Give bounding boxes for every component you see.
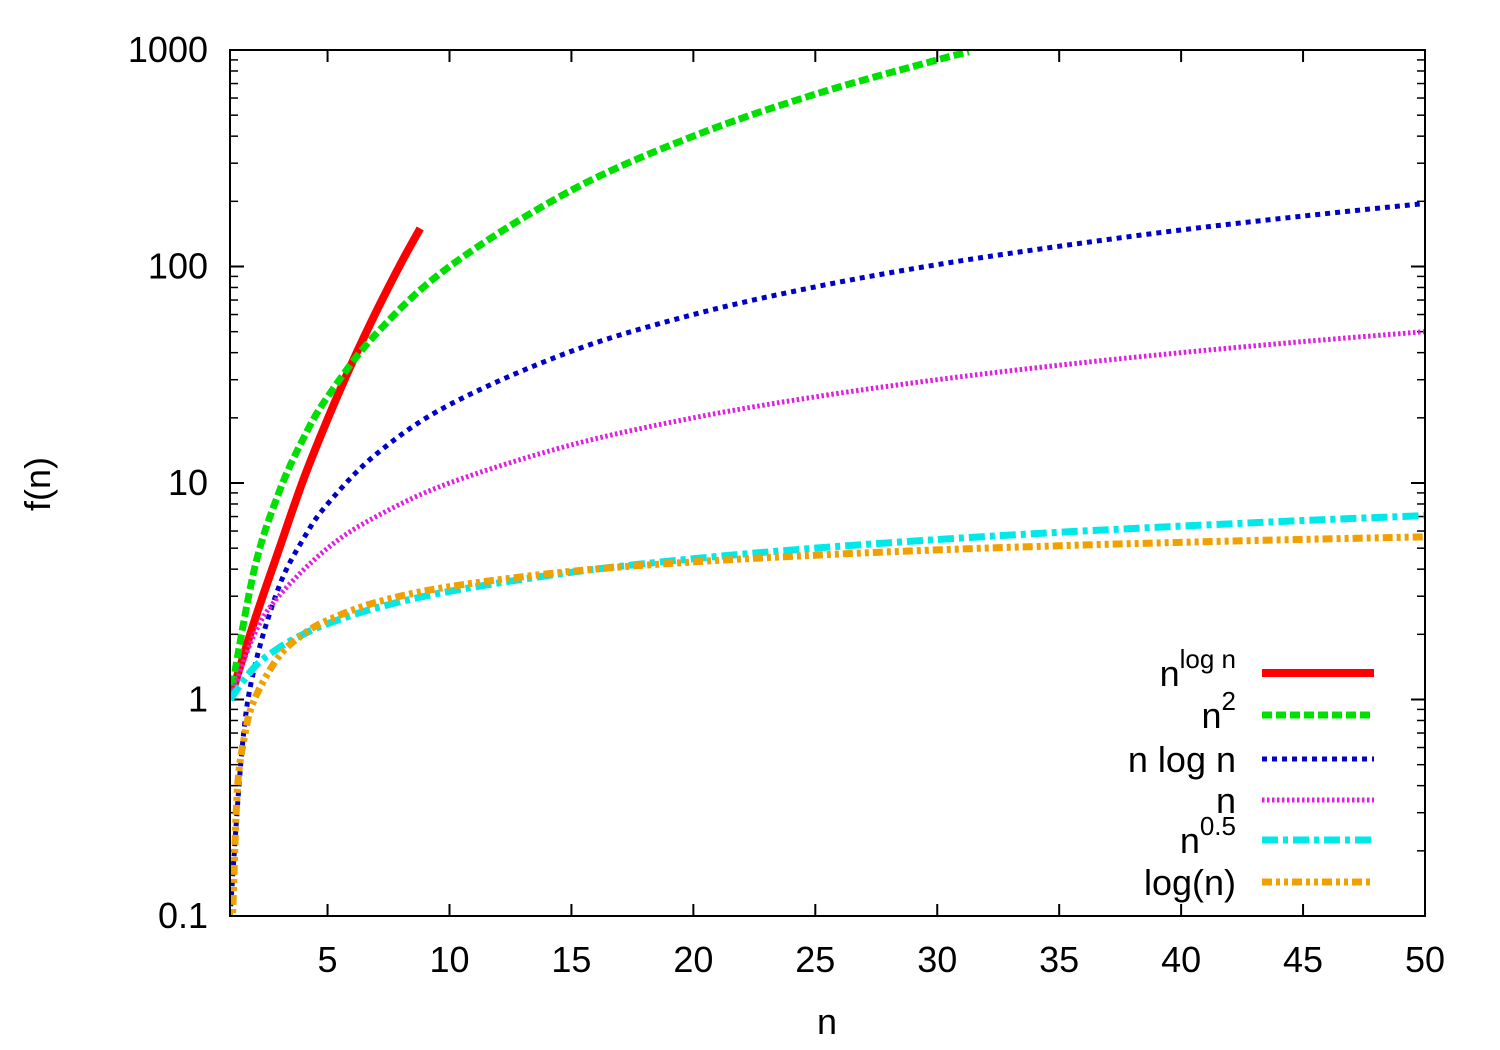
x-tick-label: 15 [551, 939, 591, 980]
y-tick-label: 1000 [128, 29, 208, 70]
x-tick-label: 35 [1039, 939, 1079, 980]
series-line-4 [230, 512, 1425, 702]
y-tick-label: 1 [188, 679, 208, 720]
series-layer [230, 50, 1425, 916]
x-tick-label: 30 [917, 939, 957, 980]
y-tick-label: 0.1 [158, 895, 208, 936]
x-tick-label: 20 [673, 939, 713, 980]
y-axis-title: f(n) [17, 457, 58, 511]
x-tick-label: 25 [795, 939, 835, 980]
legend-label-4: n0.5 [1180, 811, 1236, 861]
legend-label-0: nlog n [1160, 644, 1236, 694]
series-line-2 [230, 200, 1425, 916]
series-line-5 [230, 533, 1425, 916]
legend-label-3: n [1216, 780, 1236, 821]
major-ticks [230, 49, 1426, 917]
plot-frame [229, 49, 1426, 917]
legend-label-5: log(n) [1144, 862, 1236, 903]
x-tick-labels: 5 10 15 20 25 30 35 40 45 50 [318, 939, 1445, 980]
legend-label-1: n2 [1202, 686, 1237, 736]
series-line-0 [230, 226, 424, 701]
series-line-1 [230, 50, 970, 701]
x-tick-label: 50 [1405, 939, 1445, 980]
x-axis-title: n [817, 1001, 837, 1042]
y-tick-label: 100 [148, 246, 208, 287]
x-tick-label: 10 [429, 939, 469, 980]
y-tick-label: 10 [168, 462, 208, 503]
x-tick-label: 5 [318, 939, 338, 980]
legend-label-2: n log n [1128, 739, 1236, 780]
minor-ticks [230, 59, 1425, 852]
y-tick-labels: 0.1 1 10 100 1000 [128, 29, 208, 936]
x-tick-label: 45 [1283, 939, 1323, 980]
series-line-3 [230, 329, 1425, 701]
x-tick-label: 40 [1161, 939, 1201, 980]
